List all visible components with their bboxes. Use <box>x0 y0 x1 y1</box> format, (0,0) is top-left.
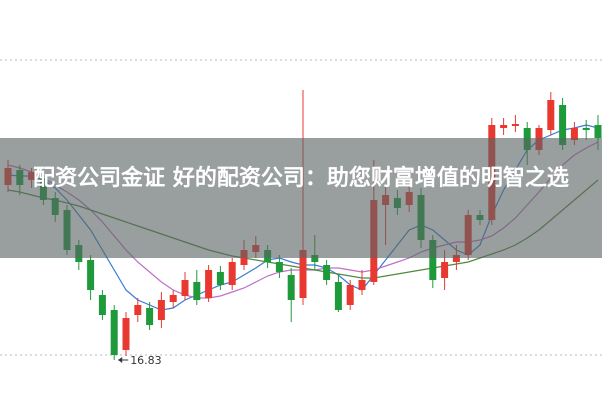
candle-body <box>157 300 165 320</box>
candle-body <box>323 265 331 280</box>
candle-body <box>146 308 154 325</box>
candle-body <box>358 280 366 290</box>
candle-body <box>205 270 213 298</box>
candle-body <box>193 282 201 300</box>
candle-body <box>559 105 567 145</box>
candle-body <box>181 280 189 296</box>
annotation-arrowhead <box>118 357 123 363</box>
candle-body <box>134 305 142 315</box>
candle-body <box>311 255 319 262</box>
candle-body <box>570 128 578 140</box>
candle-body <box>511 124 519 126</box>
candle-body <box>582 128 590 130</box>
candle-body <box>452 255 460 262</box>
candle-body <box>429 240 437 280</box>
banner-title: 配资公司金证 好的配资公司：助您财富增值的明智之选 <box>33 166 569 191</box>
candle-body <box>87 260 95 290</box>
candle-body <box>547 100 555 130</box>
candle-body <box>216 272 224 285</box>
candle-body <box>110 310 118 355</box>
candle-body <box>228 262 236 285</box>
candle-body <box>594 125 602 138</box>
candle-body <box>441 262 449 278</box>
banner <box>0 138 602 258</box>
annotation-label: 16.83 <box>130 354 162 367</box>
candle-body <box>122 318 130 350</box>
candle-body <box>500 125 508 128</box>
candle-body <box>346 285 354 305</box>
candle-body <box>334 282 342 310</box>
candle-body <box>275 262 283 272</box>
candle-body <box>299 250 307 298</box>
candle-body <box>169 295 177 302</box>
candle-body <box>287 275 295 300</box>
candle-body <box>98 295 106 315</box>
